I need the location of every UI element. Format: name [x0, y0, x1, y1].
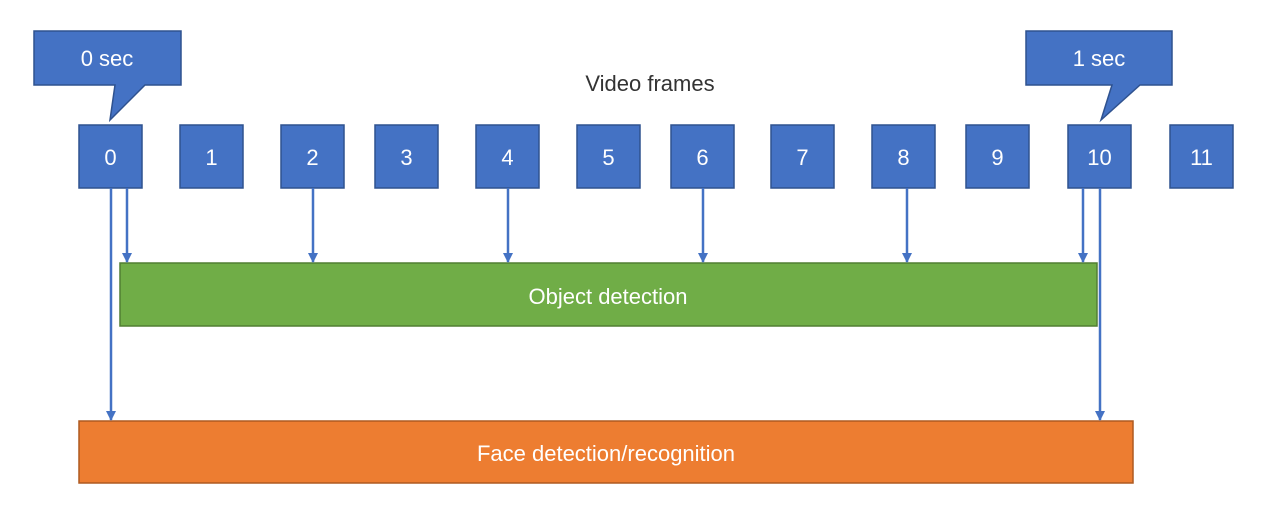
callout-start-label: 0 sec — [81, 46, 134, 71]
frame-8: 8 — [871, 124, 936, 189]
frame-9: 9 — [965, 124, 1030, 189]
frame-label: 9 — [991, 145, 1003, 170]
frame-6: 6 — [670, 124, 735, 189]
frame-10: 10 — [1067, 124, 1132, 189]
frame-7: 7 — [770, 124, 835, 189]
callout-start: 0 sec — [33, 30, 182, 123]
frames-row: 0 1 2 3 4 5 6 7 8 9 10 11 — [78, 124, 1234, 189]
object-detection-stage: Object detection — [119, 262, 1098, 327]
frame-5: 5 — [576, 124, 641, 189]
frame-label: 6 — [696, 145, 708, 170]
frame-1: 1 — [179, 124, 244, 189]
frame-2: 2 — [280, 124, 345, 189]
frame-3: 3 — [374, 124, 439, 189]
frame-label: 3 — [400, 145, 412, 170]
frame-label: 0 — [104, 145, 116, 170]
object-detection-label: Object detection — [529, 284, 688, 309]
frame-label: 5 — [602, 145, 614, 170]
diagram-title: Video frames — [585, 71, 714, 96]
face-detection-label: Face detection/recognition — [477, 441, 735, 466]
face-detection-stage: Face detection/recognition — [78, 420, 1134, 484]
frame-label: 4 — [501, 145, 513, 170]
frame-label: 7 — [796, 145, 808, 170]
frame-label: 2 — [306, 145, 318, 170]
frame-0: 0 — [78, 124, 143, 189]
frame-label: 8 — [897, 145, 909, 170]
frame-label: 11 — [1190, 145, 1213, 170]
callout-end-label: 1 sec — [1073, 46, 1126, 71]
frame-label: 10 — [1087, 145, 1111, 170]
callout-end: 1 sec — [1025, 30, 1173, 123]
frame-label: 1 — [205, 145, 217, 170]
frame-4: 4 — [475, 124, 540, 189]
frame-11: 11 — [1169, 124, 1234, 189]
arrows — [106, 188, 1105, 421]
